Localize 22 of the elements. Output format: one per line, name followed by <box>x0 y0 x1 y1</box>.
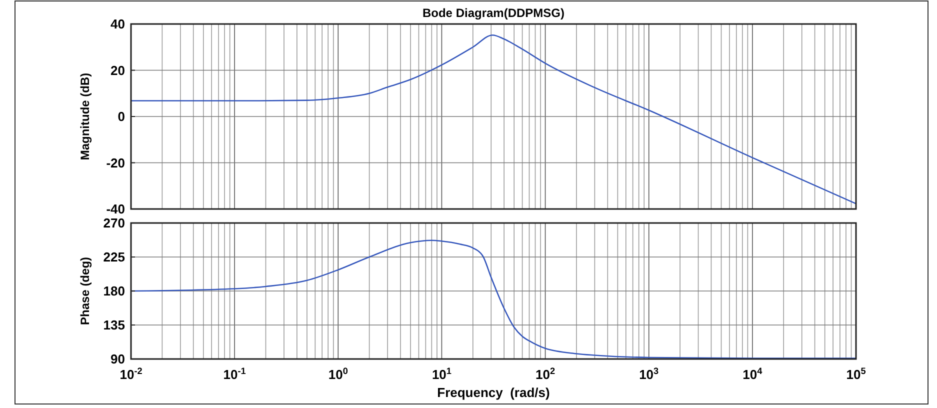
y-tick-label: 180 <box>103 284 125 299</box>
x-tick-label: 10$^{4}$ <box>742 366 764 382</box>
x-tick-label: 10$^{-1}$ <box>223 366 246 382</box>
x-tick-label: 10$^{3}$ <box>639 366 659 382</box>
y-tick-label: -20 <box>106 155 125 170</box>
x-tick-label: 10$^{1}$ <box>432 366 452 382</box>
y-tick-label: 135 <box>103 318 125 333</box>
y-tick-label: 225 <box>103 250 125 265</box>
x-tick-label: 10$^{-2}$ <box>120 366 142 382</box>
y-tick-label: -40 <box>106 202 125 217</box>
y-tick-label: 20 <box>110 62 125 78</box>
y-axis-title: Phase (deg) <box>78 256 92 326</box>
x-axis-title: Frequency (rad/s) <box>437 385 550 400</box>
y-tick-label: 40 <box>110 16 125 32</box>
y-axis-title: Magnitude (dB) <box>78 72 92 160</box>
y-tick-label: 0 <box>118 109 125 124</box>
y-tick-label: 90 <box>110 352 125 367</box>
x-tick-label: 10$^{2}$ <box>536 366 556 382</box>
y-tick-label: 270 <box>103 216 125 231</box>
chart-title: Bode Diagram(DDPMSG) <box>422 6 565 20</box>
x-tick-label: 10$^{5}$ <box>846 366 866 382</box>
x-tick-label: 10$^{0}$ <box>328 366 348 382</box>
